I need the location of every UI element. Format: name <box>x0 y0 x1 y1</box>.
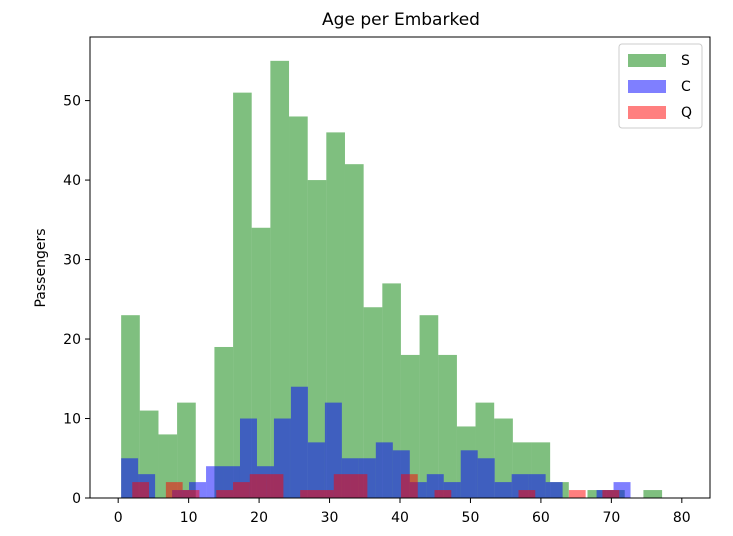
bar-Q-26 <box>568 490 586 498</box>
bar-S-16 <box>419 315 439 498</box>
y-axis: 0 10 20 30 40 50 <box>63 94 90 507</box>
y-tick-label: 50 <box>63 94 81 110</box>
legend-label-C: C <box>681 79 691 95</box>
bar-C-10 <box>290 386 308 498</box>
chart-title: Age per Embarked <box>322 10 480 30</box>
x-tick-label: 50 <box>462 510 480 526</box>
bar-S-0 <box>121 315 140 498</box>
y-axis-title: Passengers <box>33 228 49 307</box>
bar-Q-8 <box>266 474 284 498</box>
x-tick-label: 20 <box>250 510 268 526</box>
legend-swatch-S <box>628 54 666 67</box>
bar-Q-16 <box>400 474 418 498</box>
histogram-bars <box>121 60 663 499</box>
bar-Q-10 <box>300 490 318 498</box>
x-tick-label: 0 <box>114 510 123 526</box>
y-tick-label: 10 <box>63 412 81 428</box>
bar-C-20 <box>460 450 478 498</box>
bar-S-6 <box>233 92 252 498</box>
bar-Q-7 <box>249 474 267 498</box>
bar-Q-6 <box>233 482 250 498</box>
bar-Q-28 <box>602 490 620 498</box>
bar-S-10 <box>307 180 327 498</box>
bar-Q-2 <box>165 482 183 498</box>
bar-S-28 <box>643 490 663 498</box>
y-tick-label: 40 <box>63 173 81 189</box>
bar-Q-0 <box>132 482 150 498</box>
legend: SCQ <box>618 43 703 129</box>
bar-S-12 <box>344 164 364 498</box>
bar-Q-3 <box>182 490 200 498</box>
y-tick-label: 30 <box>63 253 81 269</box>
bar-S-20 <box>494 418 513 498</box>
legend-label-S: S <box>681 53 690 69</box>
bar-S-8 <box>270 60 290 499</box>
bar-C-22 <box>494 482 512 498</box>
bar-Q-12 <box>333 474 351 498</box>
x-tick-label: 80 <box>673 510 691 526</box>
x-tick-label: 10 <box>180 510 198 526</box>
bar-C-15 <box>375 442 393 498</box>
x-tick-label: 30 <box>321 510 339 526</box>
bar-S-3 <box>177 402 196 498</box>
legend-swatch-C <box>628 80 666 93</box>
bar-S-17 <box>438 354 457 498</box>
bar-Q-11 <box>317 490 334 498</box>
x-tick-label: 60 <box>532 510 550 526</box>
bar-C-21 <box>477 458 495 498</box>
y-tick-label: 0 <box>72 491 81 507</box>
bar-Q-18 <box>434 490 452 498</box>
x-tick-label: 40 <box>391 510 409 526</box>
y-tick-label: 20 <box>63 332 81 348</box>
x-axis: 0 10 20 30 40 50 60 70 80 <box>114 498 691 526</box>
legend-swatch-Q <box>628 106 666 119</box>
bar-S-5 <box>214 346 234 498</box>
bar-Q-23 <box>518 490 536 498</box>
x-tick-label: 70 <box>602 510 620 526</box>
legend-label-Q: Q <box>681 105 692 121</box>
bar-Q-5 <box>216 490 234 498</box>
bar-C-11 <box>307 442 325 498</box>
bar-C-25 <box>545 482 563 498</box>
bar-Q-13 <box>350 474 368 498</box>
